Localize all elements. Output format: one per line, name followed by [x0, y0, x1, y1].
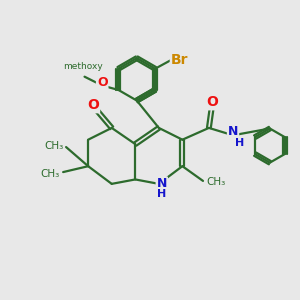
Text: N: N [157, 177, 167, 190]
Text: N: N [228, 125, 238, 138]
Text: CH₃: CH₃ [40, 169, 60, 178]
Text: O: O [87, 98, 99, 112]
Text: O: O [206, 95, 218, 109]
Text: Br: Br [171, 53, 188, 67]
Text: methoxy: methoxy [63, 62, 103, 71]
Text: CH₃: CH₃ [206, 177, 225, 188]
Text: H: H [235, 138, 244, 148]
Text: CH₃: CH₃ [44, 141, 63, 151]
Text: O: O [97, 76, 107, 89]
Text: H: H [157, 189, 167, 199]
